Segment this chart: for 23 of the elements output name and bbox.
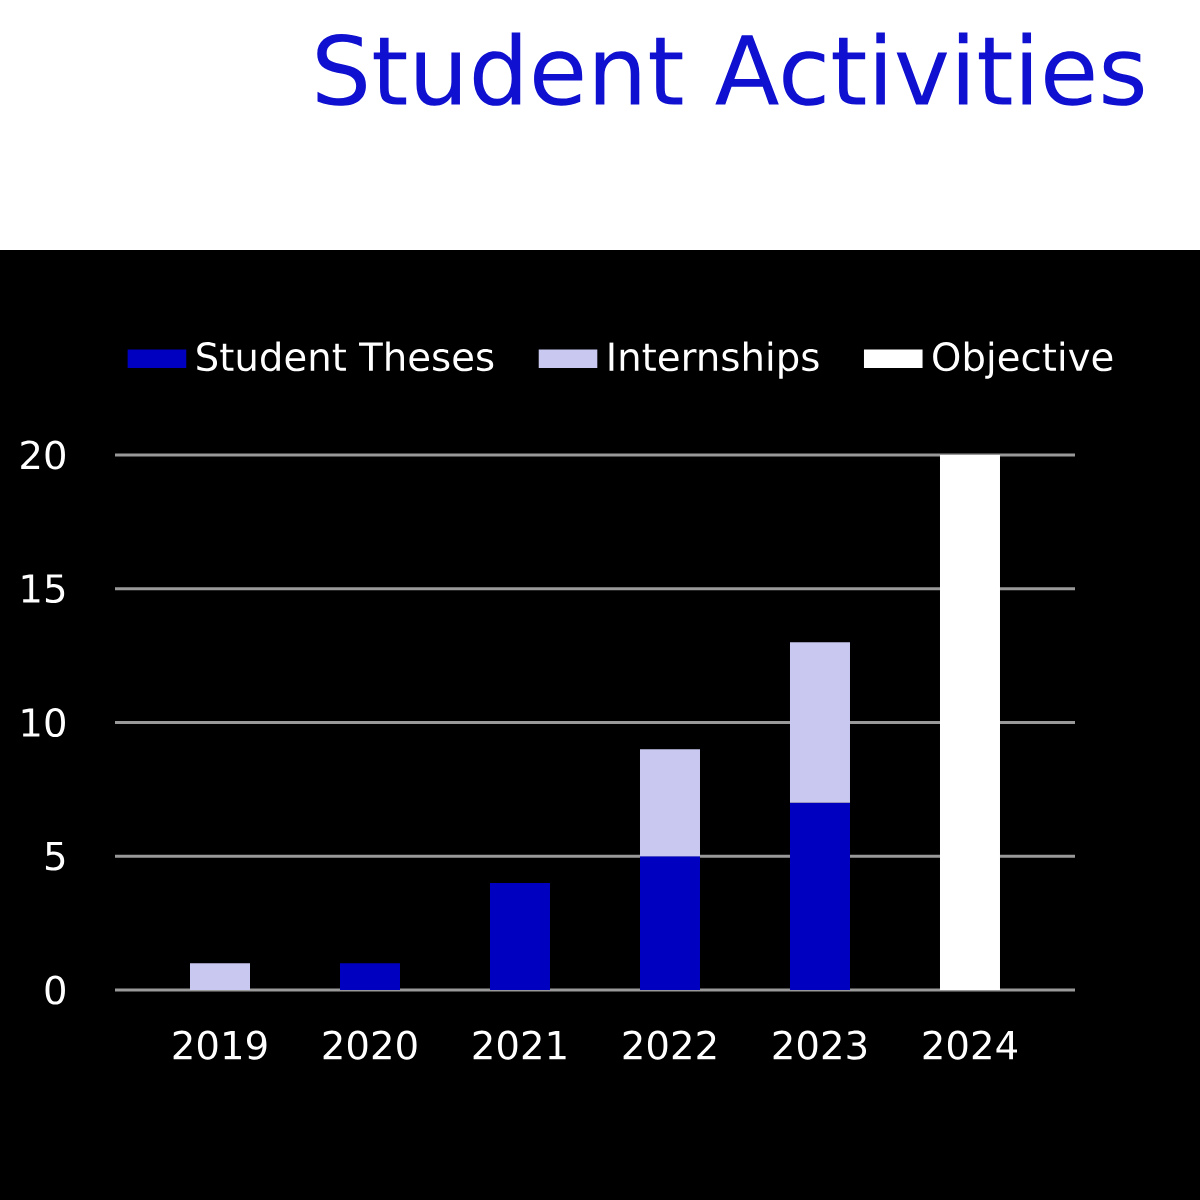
- x-tick-label: 2023: [773, 1030, 867, 1060]
- x-tick-label: 2022: [623, 1030, 716, 1060]
- y-tick-label: 0: [45, 975, 65, 1005]
- y-tick-label: 20: [21, 440, 65, 470]
- x-tick-label: 2020: [323, 1030, 417, 1060]
- x-tick-label: 2021: [473, 1030, 566, 1060]
- x-tick-label: 2024: [923, 1030, 1017, 1060]
- chart-title: Student Activities: [317, 32, 1144, 106]
- bar: [939, 455, 1000, 990]
- y-tick-label: 5: [45, 841, 65, 871]
- y-tick-label: 10: [22, 707, 65, 738]
- bar: [790, 802, 850, 990]
- bar: [640, 856, 700, 990]
- y-tick-label: 15: [22, 574, 65, 604]
- legend-label: Objective: [933, 341, 1113, 379]
- legend-label: Student Theses: [197, 341, 494, 372]
- bar: [190, 963, 250, 990]
- bar: [790, 642, 850, 803]
- bar: [490, 883, 550, 990]
- x-tick-label: 2019: [173, 1030, 267, 1060]
- bar: [640, 749, 700, 857]
- legend-label: Internships: [609, 341, 819, 379]
- bar: [340, 963, 400, 990]
